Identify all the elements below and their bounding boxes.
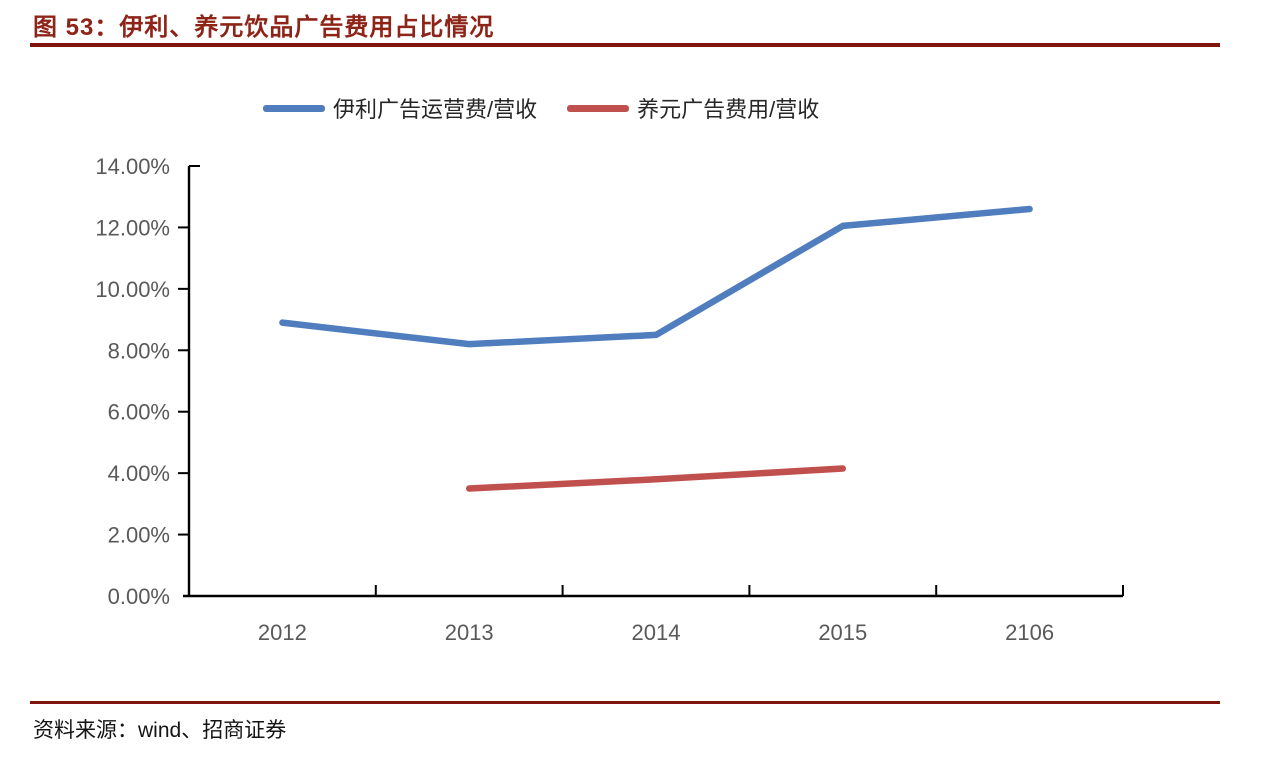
svg-text:2.00%: 2.00% bbox=[108, 523, 170, 548]
source-note: 资料来源：wind、招商证券 bbox=[33, 719, 287, 742]
svg-text:2106: 2106 bbox=[1005, 620, 1054, 645]
svg-text:12.00%: 12.00% bbox=[95, 215, 170, 240]
legend-label-yangyuan: 养元广告费用/营收 bbox=[637, 97, 820, 122]
svg-text:2013: 2013 bbox=[445, 620, 494, 645]
svg-text:2014: 2014 bbox=[632, 620, 681, 645]
top-divider bbox=[30, 43, 1220, 47]
svg-text:0.00%: 0.00% bbox=[108, 584, 170, 609]
svg-text:2015: 2015 bbox=[818, 620, 867, 645]
svg-text:14.00%: 14.00% bbox=[95, 154, 170, 179]
svg-text:6.00%: 6.00% bbox=[108, 400, 170, 425]
bottom-divider bbox=[30, 701, 1220, 704]
svg-text:10.00%: 10.00% bbox=[95, 277, 170, 302]
svg-text:8.00%: 8.00% bbox=[108, 338, 170, 363]
legend-swatch-yili bbox=[263, 104, 325, 112]
chart-legend: 伊利广告运营费/营收 养元广告费用/营收 bbox=[263, 92, 819, 124]
legend-item-yili: 伊利广告运营费/营收 bbox=[263, 92, 537, 124]
legend-swatch-yangyuan bbox=[567, 104, 630, 112]
figure-title: 图 53：伊利、养元饮品广告费用占比情况 bbox=[33, 14, 495, 41]
svg-text:4.00%: 4.00% bbox=[108, 461, 170, 486]
legend-label-yili: 伊利广告运营费/营收 bbox=[333, 97, 538, 122]
legend-item-yangyuan: 养元广告费用/营收 bbox=[567, 92, 819, 124]
svg-text:2012: 2012 bbox=[258, 620, 307, 645]
